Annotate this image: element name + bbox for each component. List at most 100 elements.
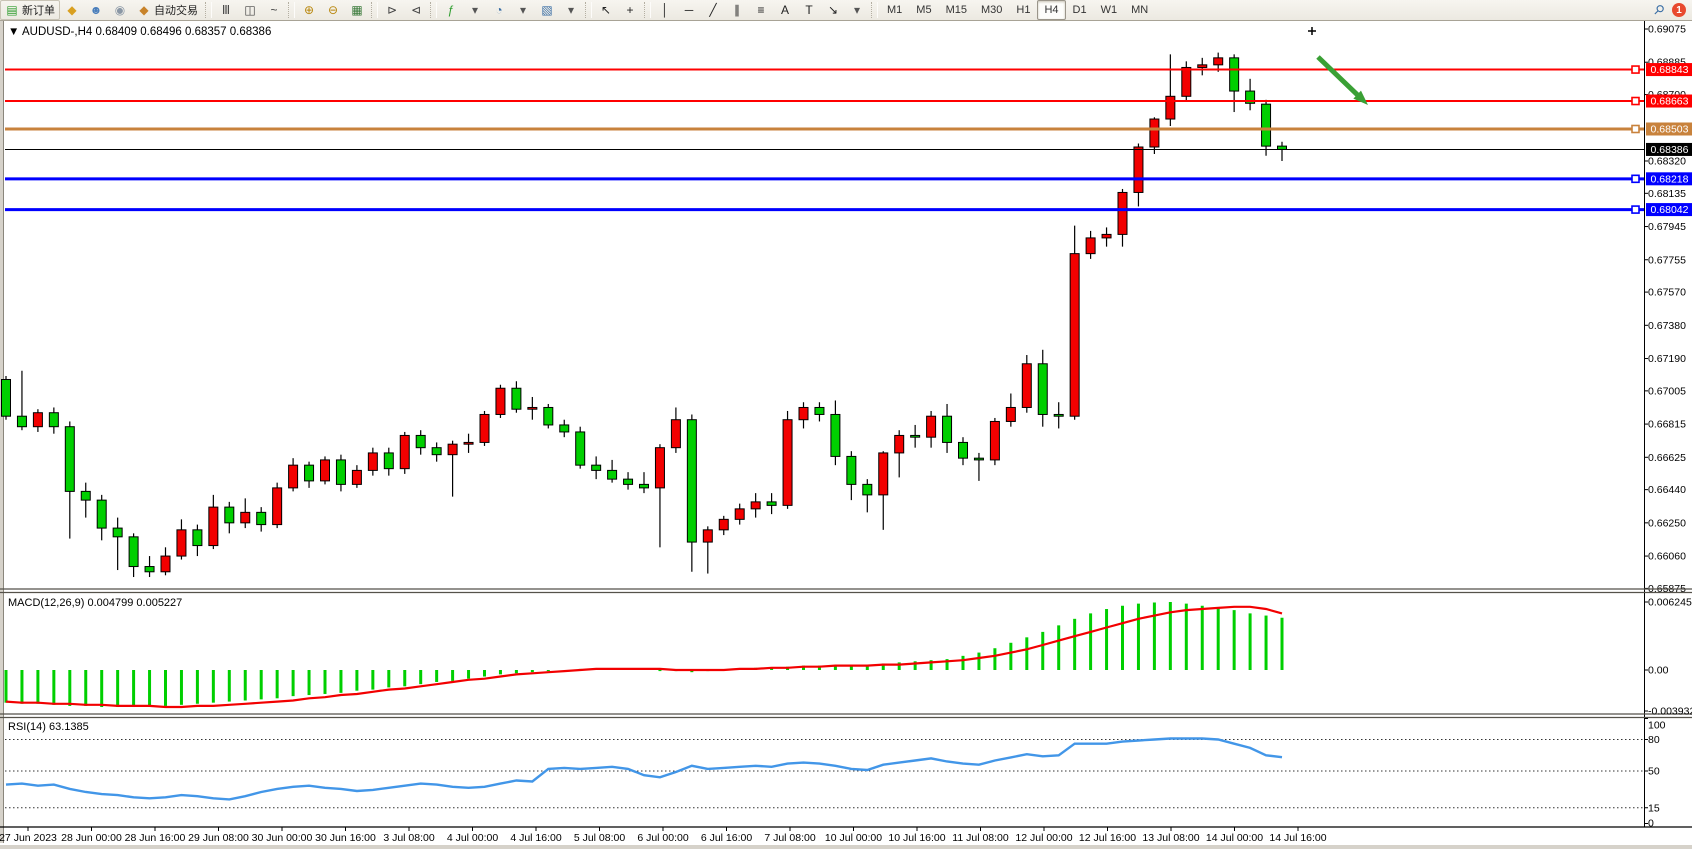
profile-button[interactable]: ☻ bbox=[84, 0, 108, 20]
new-order-button[interactable]: ▤ 新订单 bbox=[0, 0, 60, 20]
svg-text:80: 80 bbox=[1648, 734, 1660, 746]
periods-dropdown-button[interactable]: ▾ bbox=[511, 0, 535, 20]
styler-button[interactable]: ◆ bbox=[60, 0, 84, 20]
bar-chart-button[interactable]: Ⅲ bbox=[214, 0, 238, 20]
templates-dropdown-button[interactable]: ▾ bbox=[559, 0, 583, 20]
timeframe-mn-button[interactable]: MN bbox=[1131, 4, 1149, 16]
vertical-line-button[interactable]: │ bbox=[653, 0, 677, 20]
rsi-pane[interactable]: RSI(14) 63.1385 100 80 50 15 0 bbox=[5, 718, 1666, 830]
new-order-icon: ▤ bbox=[6, 3, 18, 17]
svg-text:0.66440: 0.66440 bbox=[1648, 484, 1686, 496]
candle-body bbox=[543, 406, 554, 426]
time-axis[interactable]: 27 Jun 2023 28 Jun 00:00 28 Jun 16:00 29 Ju… bbox=[0, 826, 1692, 849]
level-lines[interactable]: 0.68843 0.68663 0.68503 0.68218 0.68042 bbox=[5, 63, 1692, 217]
candle-body bbox=[766, 501, 777, 506]
candle-body bbox=[1133, 146, 1144, 193]
rsi-label: RSI(14) 63.1385 bbox=[8, 721, 89, 733]
timeframe-h1-button[interactable]: H1 bbox=[1016, 4, 1031, 16]
indicators-dropdown-icon: ▾ bbox=[471, 3, 479, 17]
vertical-line-icon: │ bbox=[661, 3, 669, 17]
time-label: 27 Jun 2023 bbox=[0, 832, 57, 844]
zoom-in-button[interactable]: ⊕ bbox=[297, 0, 321, 20]
timeframe-m5-button[interactable]: M5 bbox=[916, 4, 932, 16]
candle-body bbox=[479, 413, 490, 443]
svg-text:0.69075: 0.69075 bbox=[1648, 24, 1686, 36]
timeframe-h4-button[interactable]: H4 bbox=[1037, 0, 1066, 20]
candle-body bbox=[623, 478, 634, 485]
equidistant-channel-button[interactable]: ∥ bbox=[725, 0, 749, 20]
candle-body bbox=[591, 464, 602, 471]
candle-body bbox=[16, 415, 27, 428]
timeframe-m30-button[interactable]: M30 bbox=[980, 4, 1003, 16]
candle-body bbox=[575, 431, 586, 466]
candle-body bbox=[670, 419, 681, 449]
pane-splitters[interactable] bbox=[0, 588, 1692, 719]
candle-body bbox=[320, 459, 330, 482]
candlestick-chart-button[interactable]: ◫ bbox=[238, 0, 262, 20]
svg-text:0.67190: 0.67190 bbox=[1648, 353, 1686, 365]
tile-windows-icon: ▦ bbox=[351, 3, 363, 17]
trendline-button[interactable]: ╱ bbox=[701, 0, 725, 20]
zoom-out-icon: ⊖ bbox=[327, 3, 339, 17]
candle-body bbox=[607, 469, 618, 480]
timeframe-d1-button[interactable]: D1 bbox=[1072, 4, 1087, 16]
cursor-button[interactable]: ↖ bbox=[594, 0, 618, 20]
templates-icon: ▧ bbox=[541, 3, 553, 17]
fibonacci-button[interactable]: ≡ bbox=[749, 0, 773, 20]
arrows-dropdown-button[interactable]: ▾ bbox=[845, 0, 869, 20]
svg-text:0.68218: 0.68218 bbox=[1651, 173, 1689, 185]
timeframe-m15-button[interactable]: M15 bbox=[945, 4, 967, 16]
signal-button[interactable]: ◉ bbox=[108, 0, 132, 20]
candle-body bbox=[415, 434, 426, 449]
bar-marker bbox=[1308, 27, 1316, 35]
time-label: 10 Jul 16:00 bbox=[888, 832, 945, 844]
candlestick-chart-icon: ◫ bbox=[244, 3, 256, 17]
tile-windows-button[interactable]: ▦ bbox=[345, 0, 369, 20]
cursor-group: ↖ + bbox=[594, 0, 642, 20]
candle-body bbox=[654, 447, 665, 489]
notification-badge[interactable]: 1 bbox=[1672, 3, 1686, 17]
candle-body bbox=[1213, 57, 1224, 66]
svg-text:0.68135: 0.68135 bbox=[1648, 188, 1686, 200]
crosshair-button[interactable]: + bbox=[618, 0, 642, 20]
macd-pane[interactable]: MACD(12,26,9) 0.004799 0.005227 0.006245 0… bbox=[4, 597, 1692, 718]
candle-body bbox=[112, 527, 123, 538]
annotation-arrow[interactable] bbox=[1316, 55, 1368, 105]
candle-body bbox=[160, 555, 171, 573]
candle-body bbox=[431, 447, 442, 456]
timeframe-m1-button[interactable]: M1 bbox=[887, 4, 903, 16]
indicators-dropdown-button[interactable]: ▾ bbox=[463, 0, 487, 20]
auto-scroll-button[interactable]: ⊳ bbox=[380, 0, 404, 20]
chart-shift-button[interactable]: ⊲ bbox=[404, 0, 428, 20]
candle-body bbox=[463, 441, 474, 445]
text-button[interactable]: A bbox=[773, 0, 797, 20]
arrows-button[interactable]: ↘ bbox=[821, 0, 845, 20]
auto-scroll-icon: ⊳ bbox=[386, 3, 398, 17]
svg-text:▼: ▼ bbox=[8, 26, 19, 38]
time-label: 30 Jun 16:00 bbox=[315, 832, 376, 844]
candle-body bbox=[1085, 237, 1096, 255]
autotrade-button[interactable]: ◆ 自动交易 bbox=[132, 0, 203, 20]
resistance-2-price-label bbox=[1646, 94, 1692, 108]
timeframe-w1-button[interactable]: W1 bbox=[1100, 4, 1118, 16]
svg-text:100: 100 bbox=[1648, 720, 1666, 732]
search-icon[interactable]: ⚲ bbox=[1650, 0, 1669, 19]
zoom-out-button[interactable]: ⊖ bbox=[321, 0, 345, 20]
periods-button[interactable]: ◔ bbox=[487, 0, 511, 20]
signal-icon: ◉ bbox=[114, 3, 126, 17]
resistance-2-handle bbox=[1631, 96, 1640, 106]
toolbar-separator bbox=[871, 2, 878, 18]
horizontal-line-button[interactable]: ─ bbox=[677, 0, 701, 20]
candle-body bbox=[1181, 66, 1192, 97]
svg-text:0.67570: 0.67570 bbox=[1648, 287, 1686, 299]
text-label-button[interactable]: T bbox=[797, 0, 821, 20]
resistance-1-handle bbox=[1631, 65, 1640, 74]
line-chart-button[interactable]: ~ bbox=[262, 0, 286, 20]
candle-body bbox=[224, 506, 235, 524]
indicators-icon: ƒ bbox=[447, 3, 455, 17]
candle-body bbox=[878, 452, 889, 496]
indicators-button[interactable]: ƒ bbox=[439, 0, 463, 20]
templates-button[interactable]: ▧ bbox=[535, 0, 559, 20]
toolbar-separator bbox=[371, 2, 378, 18]
